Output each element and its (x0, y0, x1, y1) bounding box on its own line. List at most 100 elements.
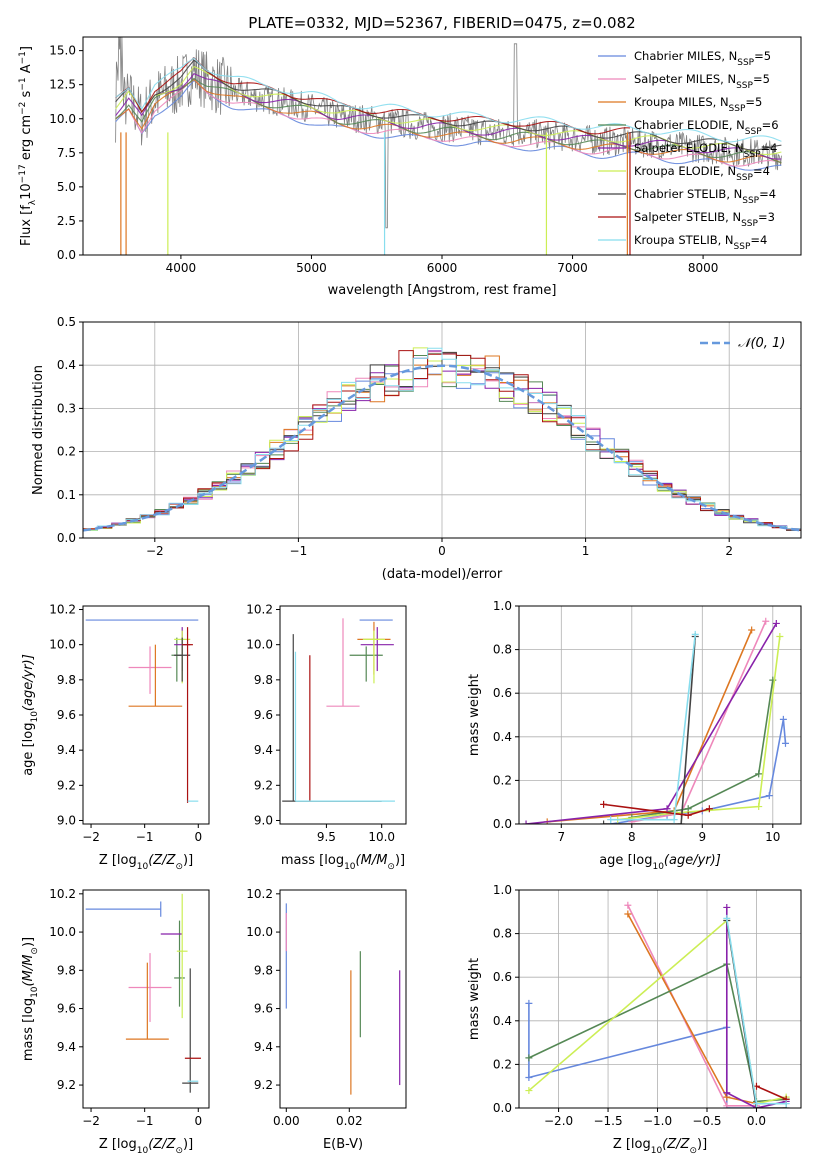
label-part: )] (697, 1137, 707, 1152)
plot-area (282, 618, 395, 802)
legend-label: Kroupa ELODIE, NSSP=4 (634, 164, 770, 183)
x-axis-label: E(B-V) (323, 1137, 363, 1152)
label-part: ⊙ (689, 1146, 697, 1156)
label-part: mass [log (281, 853, 344, 868)
y-tick-label: 0.6 (493, 686, 512, 700)
weight-Z-marker (624, 901, 632, 909)
plot-area (522, 617, 789, 824)
label-part: erg cm (19, 115, 34, 164)
label-part: ⊙ (175, 1146, 183, 1156)
x-tick-label: −1 (136, 1114, 154, 1128)
weight-age-marker (684, 805, 692, 813)
label-part: )] (183, 1137, 193, 1152)
y-tick-label: 0.3 (57, 401, 76, 415)
weight-age-line (631, 680, 774, 819)
model-spectrum (115, 57, 782, 143)
label-part: SSP (736, 81, 753, 91)
x-tick-label: −0.5 (692, 1114, 721, 1128)
label-part: Z [log (99, 853, 137, 868)
weight-age-line (603, 636, 697, 824)
spectrum-axes: 4000 5000 6000 7000 8000 0.0 2.5 5.0 7.5 10.0 12.5… (18, 14, 802, 298)
x-tick-label: 1 (582, 544, 590, 558)
x-axis-label: mass [log10(M/M⊙)] (281, 853, 405, 872)
y-tick-label: 0.0 (493, 1101, 512, 1115)
y-tick-label: 0.2 (57, 445, 76, 459)
x-tick-label: 9.5 (317, 830, 336, 844)
x-axis-label: Z [log10(Z/Z⊙)] (99, 853, 193, 872)
y-tick-label: 9.4 (254, 1040, 273, 1054)
weight-age-marker (600, 800, 608, 808)
y-tick-label: 9.8 (254, 963, 273, 977)
weight-Z-marker (752, 1100, 760, 1108)
y-tick-label: 12.5 (49, 78, 76, 92)
x-tick-label: 0.0 (747, 1114, 766, 1128)
y-tick-label: 2.5 (57, 214, 76, 228)
weight-age-marker (684, 811, 692, 819)
plot-area (115, 37, 782, 255)
y-tick-label: 9.8 (254, 673, 273, 687)
label-part: (Z/Z (662, 1137, 690, 1152)
x-tick-label: −2.0 (544, 1114, 573, 1128)
label-part: ⊙ (175, 862, 183, 872)
x-tick-label: −2 (82, 830, 100, 844)
weight-age-marker (755, 803, 763, 811)
y-tick-label: 9.6 (57, 1002, 76, 1016)
weight-Z-marker (723, 1089, 731, 1097)
x-tick-label: 10.0 (368, 830, 395, 844)
weight-Z-marker (723, 914, 731, 922)
weight-Z-marker (624, 910, 632, 918)
plot-area (85, 893, 201, 1093)
y-tick-label: 10.2 (246, 603, 273, 617)
legend-label: Salpeter STELIB, NSSP=3 (634, 210, 775, 229)
x-tick-label: 6000 (427, 261, 458, 275)
y-tick-label: 10.2 (49, 603, 76, 617)
y-tick-label: 10.0 (246, 638, 273, 652)
label-part: SSP (745, 127, 762, 137)
label-part: s (19, 90, 34, 101)
age-vs-mass-axes: 9.5 10.0 9.0 9.2 9.4 9.6 9.8 10.0 10.2 mass [log1… (246, 603, 407, 872)
label-part: SSP (734, 242, 751, 252)
label-part: Kroupa MILES, N (634, 95, 729, 109)
axes-frame (518, 605, 802, 825)
mass-vs-Z-axes: −2 −1 09.29.49.69.810.010.2Z [log10(Z/Z⊙)]… (21, 887, 210, 1156)
y-tick-label: 0.1 (57, 488, 76, 502)
x-tick-label: 7000 (557, 261, 588, 275)
y-tick-label: 9.8 (57, 963, 76, 977)
legend-label: Chabrier STELIB, NSSP=4 (634, 187, 776, 206)
weight-age-marker (776, 633, 784, 641)
y-tick-label: 10.0 (246, 925, 273, 939)
x-axis-label: (data-model)/error (382, 567, 503, 582)
label-part: )] (21, 937, 36, 947)
label-part: SSP (737, 58, 754, 68)
x-tick-label: 5000 (296, 261, 327, 275)
weight-Z-marker (525, 999, 533, 1007)
legend-label: Chabrier ELODIE, NSSP=6 (634, 118, 779, 137)
label-part: SSP (744, 150, 761, 160)
label-part: SSP (736, 173, 753, 183)
axes-frame (518, 889, 802, 1109)
x-tick-label: 10 (765, 830, 780, 844)
weight-Z-line (725, 907, 787, 1108)
legend-label: Salpeter MILES, NSSP=5 (634, 72, 770, 91)
weight-age-marker (781, 739, 789, 747)
legend-label: 𝒩(0, 1) (738, 336, 785, 351)
label-part: Salpeter ELODIE, N (634, 141, 744, 155)
y-tick-label: 9.8 (57, 673, 76, 687)
plot-area (285, 903, 401, 1095)
label-part: 10 (30, 986, 40, 998)
y-tick-label: 1.0 (493, 599, 512, 613)
y-tick-label: 7.5 (57, 146, 76, 160)
weight-age-marker (670, 816, 678, 824)
x-tick-label: 0 (438, 544, 446, 558)
label-part: (age/yr)] (664, 853, 721, 868)
label-part: 10 (344, 862, 356, 872)
label-part: )] (395, 853, 405, 868)
x-axis-label: wavelength [Angstrom, rest frame] (328, 283, 557, 298)
weight-age-marker (677, 820, 685, 824)
x-tick-label: 2 (725, 544, 733, 558)
y-tick-label: 9.2 (57, 1078, 76, 1092)
model-spectrum (115, 77, 782, 164)
weight-age-marker (663, 805, 671, 813)
label-part: Z [log (613, 1137, 651, 1152)
